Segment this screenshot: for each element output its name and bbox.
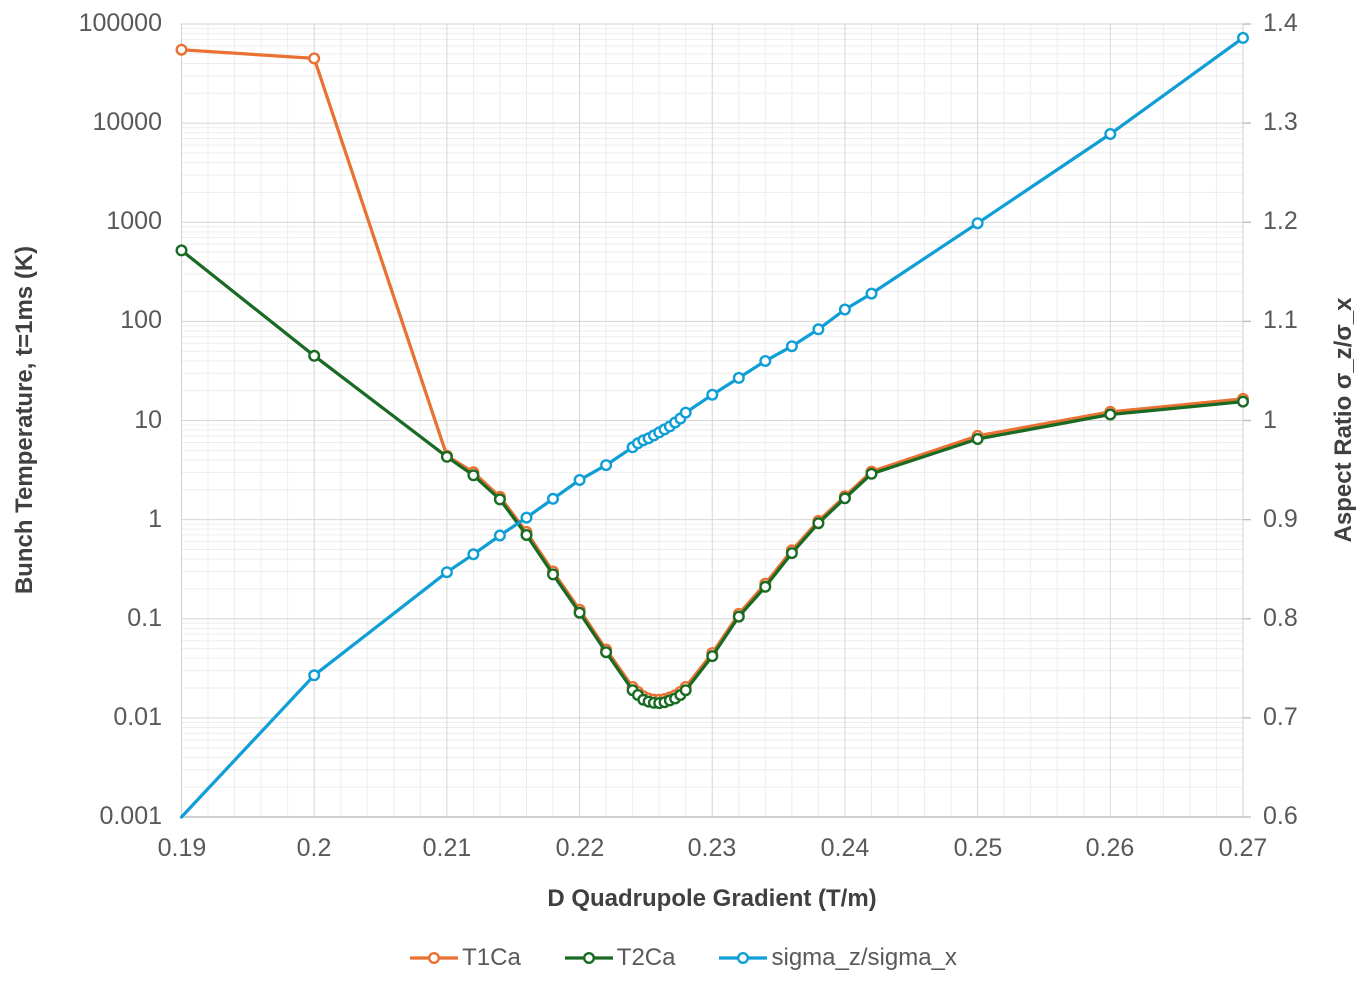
legend-label-t1ca: T1Ca: [462, 944, 521, 971]
sigma-z-sigma-x-data-point: [706, 388, 719, 401]
t2ca-data-point: [838, 492, 851, 505]
legend-label-t2ca: T2Ca: [616, 944, 676, 971]
t2ca-data-point: [785, 547, 798, 560]
x-axis-tick-label: 0.23: [687, 834, 737, 862]
right-axis-tick-label: 0.7: [1263, 703, 1298, 731]
t2ca-data-point: [175, 244, 188, 257]
t2ca-data-point: [706, 650, 719, 663]
right-axis-tick-label: 0.8: [1263, 604, 1298, 632]
left-axis-tick-label: 0.1: [127, 604, 162, 632]
right-axis-title: Aspect Ratio σ_z/σ_x: [1330, 297, 1357, 543]
right-axis-tick-marks: [1243, 23, 1251, 818]
sigma-z-sigma-x-markers: [308, 31, 1249, 682]
sigma-z-sigma-x-data-point: [520, 511, 533, 524]
sigma-z-sigma-x-data-point: [1104, 127, 1117, 140]
sigma-z-sigma-x-data-point: [573, 474, 586, 487]
t2ca-data-point: [759, 580, 772, 593]
t2ca-data-point: [520, 529, 533, 542]
sigma-z-sigma-x-data-point: [812, 323, 825, 336]
t1ca-data-point: [175, 43, 188, 56]
left-axis-tick-label: 0.001: [99, 802, 162, 830]
t2ca-markers: [175, 244, 1249, 710]
left-axis-tick-label: 1: [148, 505, 162, 533]
x-axis-tick-label: 0.26: [1085, 834, 1135, 862]
left-axis-tick-label: 1000: [106, 207, 162, 235]
sigma-z-sigma-x-data-point: [308, 669, 321, 682]
sigma-z-sigma-x-data-point: [467, 548, 480, 561]
x-axis-tick-label: 0.22: [555, 834, 605, 862]
t2ca-data-point: [679, 684, 692, 697]
left-axis-tick-label: 10000: [92, 108, 162, 136]
legend-item-t2ca: T2Ca: [563, 944, 676, 972]
legend-item-t1ca: T1Ca: [408, 944, 521, 972]
t2ca-data-point: [600, 646, 613, 659]
right-axis-tick-label: 1.3: [1263, 108, 1298, 136]
x-axis-tick-label: 0.27: [1218, 834, 1268, 862]
sigma-z-sigma-x-data-point: [440, 566, 453, 579]
right-axis-tick-label: 1.4: [1263, 9, 1298, 37]
x-axis-tick-label: 0.24: [820, 834, 870, 862]
sigma-z-sigma-x-data-point: [679, 406, 692, 419]
legend: T1Ca T2Ca sigma_z/sigma_x: [0, 944, 1365, 972]
series-t2ca: [175, 244, 1249, 710]
sigma-z-sigma-x-data-point: [838, 303, 851, 316]
left-axis-tick-label: 100000: [78, 9, 162, 37]
left-axis-tick-label: 100: [120, 306, 162, 334]
t2ca-data-point: [573, 606, 586, 619]
sigma-z-sigma-x-data-point: [1236, 31, 1249, 44]
t2ca-data-point: [865, 467, 878, 480]
sigma-z-sigma-x-data-point: [547, 492, 560, 505]
x-axis-title: D Quadrupole Gradient (T/m): [547, 885, 877, 912]
right-axis-tick-label: 1.1: [1263, 306, 1298, 334]
sigma-z-sigma-x-data-point: [600, 459, 613, 472]
right-axis-tick-label: 1.2: [1263, 207, 1298, 235]
x-axis-tick-label: 0.2: [296, 834, 332, 862]
left-axis-tick-label: 10: [134, 406, 162, 434]
left-axis-tick-label: 0.01: [113, 703, 162, 731]
t2ca-data-point: [1104, 408, 1117, 421]
t2ca-line-marker-icon: [564, 951, 613, 965]
sigma-z-sigma-x-data-point: [865, 287, 878, 300]
t1ca-data-point: [308, 52, 321, 65]
sigma-z-sigma-x-data-point: [971, 217, 984, 230]
t2ca-data-point: [1236, 395, 1249, 408]
t2ca-data-point: [493, 493, 506, 506]
sigma-z-sigma-x-data-point: [785, 340, 798, 353]
legend-item-sigma: sigma_z/sigma_x: [717, 944, 957, 972]
t2ca-data-point: [440, 450, 453, 463]
right-axis-tick-label: 0.6: [1263, 802, 1298, 830]
right-axis-tick-label: 1: [1263, 406, 1277, 434]
t2ca-data-point: [971, 433, 984, 446]
x-axis-tick-label: 0.19: [157, 834, 207, 862]
t2ca-data-point: [308, 349, 321, 362]
x-axis-tick-label: 0.25: [953, 834, 1003, 862]
t1ca-line-marker-icon: [410, 951, 459, 965]
sigma-z-sigma-x-data-point: [732, 371, 745, 384]
t2ca-data-point: [812, 517, 825, 530]
right-axis-tick-label: 0.9: [1263, 505, 1298, 533]
t2ca-data-point: [467, 469, 480, 482]
sigma-z-sigma-x-data-point: [493, 529, 506, 542]
series-sigma-z-sigma-x: [179, 31, 1249, 819]
sigma-line-marker-icon: [719, 951, 768, 965]
x-axis-tick-label: 0.21: [422, 834, 472, 862]
sigma-z-sigma-x-data-point: [759, 355, 772, 368]
t2ca-data-point: [547, 568, 560, 581]
t2ca-data-point: [732, 610, 745, 623]
legend-label-sigma: sigma_z/sigma_x: [771, 944, 957, 971]
